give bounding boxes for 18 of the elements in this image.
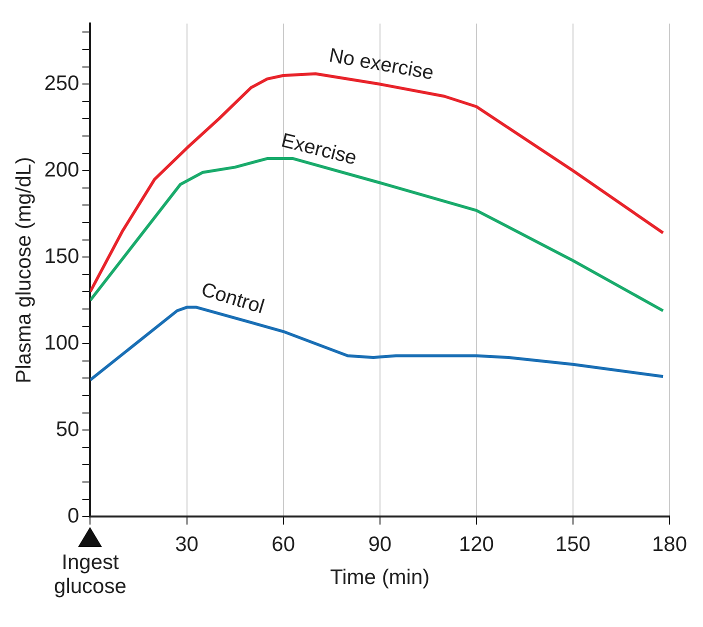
y-tick-label: 150 <box>44 244 80 268</box>
x-tick-label: 180 <box>652 532 688 556</box>
text: Ingest glucose <box>53 550 128 599</box>
y-tick-label: 250 <box>44 72 80 95</box>
x-tick-label: 150 <box>555 532 590 556</box>
x-axis-title: Time (min) <box>330 566 430 590</box>
text: No exercise <box>327 44 436 84</box>
y-tick-label: 200 <box>44 158 80 182</box>
x-tick-label: 30 <box>175 532 198 556</box>
y-tick-label: 100 <box>44 331 80 354</box>
y-tick-label: 50 <box>56 418 80 441</box>
y-axis-title: Plasma glucose (mg/dL) <box>12 156 36 384</box>
x-tick-label: 120 <box>458 532 494 556</box>
text: Exercise <box>279 130 359 170</box>
x-tick-label: 60 <box>272 532 295 556</box>
text: Control <box>198 278 267 318</box>
y-tick-label: 0 <box>68 504 80 528</box>
x-tick-label: 90 <box>368 532 392 556</box>
